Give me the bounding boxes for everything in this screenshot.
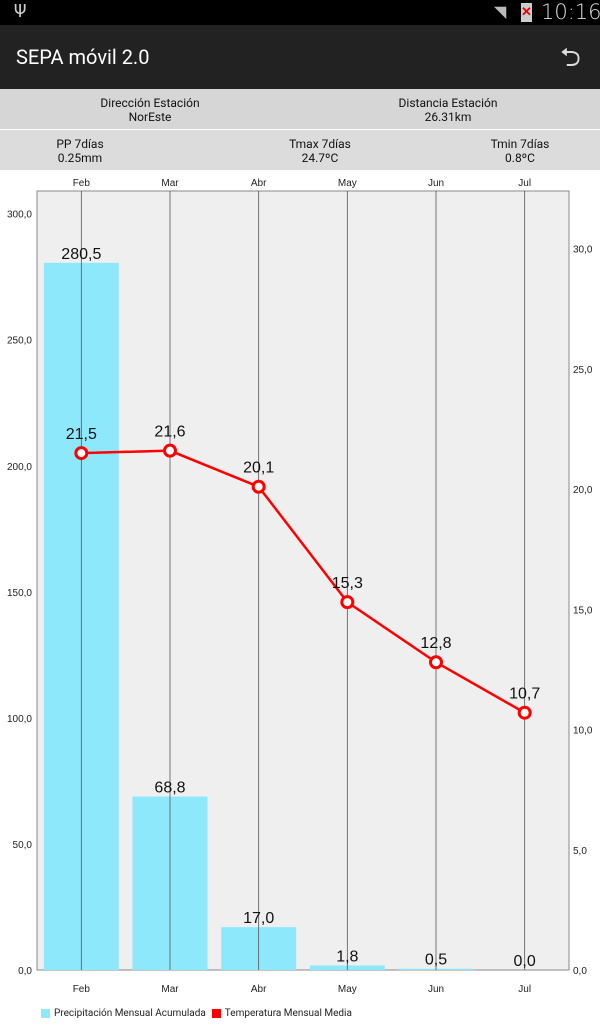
legend-swatch-temp	[211, 1009, 221, 1018]
direccion-value: NorEste	[128, 110, 172, 124]
x-tick-top-May: May	[338, 178, 357, 189]
temp-point-Feb	[74, 446, 89, 461]
left-tick: 150,0	[7, 588, 32, 599]
plot-area	[36, 190, 570, 971]
right-tick: 30,0	[573, 245, 593, 256]
left-tick: 100,0	[7, 714, 32, 725]
right-tick: 25,0	[573, 365, 593, 376]
temp-label-Abr: 20,1	[243, 460, 274, 477]
app-title: SEPA móvil 2.0	[16, 45, 150, 69]
right-tick: 0,0	[573, 966, 587, 977]
x-tick-top-Jun: Jun	[428, 178, 444, 189]
distancia-cell: Distancia Estación 26.31km	[348, 96, 548, 124]
bar-label-Jun: 0,5	[425, 952, 447, 969]
temperature-line	[81, 449, 526, 714]
temp-point-May	[340, 595, 355, 610]
legend: Precipitación Mensual Acumulada Temperat…	[41, 1008, 352, 1019]
temp-point-Jul	[517, 705, 532, 720]
right-tick: 10,0	[573, 726, 593, 737]
bar-label-May: 1,8	[336, 948, 358, 965]
usb-icon: Ψ	[14, 1, 27, 22]
station-info-row: Dirección Estación NorEste Distancia Est…	[0, 89, 600, 129]
bar-label-Jul: 0,0	[514, 953, 536, 970]
left-tick: 200,0	[7, 462, 32, 473]
right-tick: 20,0	[573, 485, 593, 496]
direccion-cell: Dirección Estación NorEste	[50, 96, 250, 124]
pp-value: 0.25mm	[57, 151, 103, 165]
weekly-info-row: PP 7días 0.25mm Tmax 7días 24.7ºC Tmin 7…	[0, 130, 600, 170]
tmin-label: Tmin 7días	[490, 137, 550, 151]
x-tick-top-Feb: Feb	[73, 178, 91, 189]
app-bar: SEPA móvil 2.0 ⮌	[0, 25, 600, 89]
x-tick-bottom-Abr: Abr	[251, 984, 267, 995]
left-tick: 300,0	[7, 210, 32, 221]
temp-point-Mar	[163, 443, 177, 458]
battery-alert-icon: ✕	[521, 3, 532, 22]
left-tick: 0,0	[18, 966, 32, 977]
x-tick-top-Mar: Mar	[161, 178, 179, 189]
temp-label-Jun: 12,8	[420, 635, 451, 652]
clock: 10:16	[541, 0, 600, 24]
x-tick-top-Abr: Abr	[251, 178, 267, 189]
right-tick: 15,0	[573, 605, 593, 616]
legend-label-precip: Precipitación Mensual Acumulada	[54, 1008, 206, 1019]
x-tick-bottom-Feb: Feb	[73, 984, 91, 995]
temp-point-Abr	[251, 479, 266, 494]
right-tick: 5,0	[573, 846, 587, 857]
pp-cell: PP 7días 0.25mm	[30, 137, 130, 165]
tmin-cell: Tmin 7días 0.8ºC	[470, 137, 570, 165]
tmax-label: Tmax 7días	[289, 137, 351, 151]
pp-label: PP 7días	[56, 137, 104, 151]
temp-point-Jun	[429, 655, 443, 670]
bar-label-Mar: 68,8	[154, 780, 185, 797]
tmax-cell: Tmax 7días 24.7ºC	[270, 137, 370, 165]
tmin-value: 0.8ºC	[505, 151, 535, 165]
bar-label-Abr: 17,0	[243, 910, 274, 927]
left-tick: 50,0	[13, 840, 33, 851]
left-tick: 250,0	[7, 336, 32, 347]
legend-label-temp: Temperatura Mensual Media	[224, 1008, 352, 1019]
tmax-value: 24.7ºC	[301, 151, 339, 165]
legend-swatch-precip	[41, 1009, 50, 1018]
distancia-label: Distancia Estación	[398, 96, 498, 110]
distancia-value: 26.31km	[424, 110, 472, 124]
wifi-icon: ◥	[494, 2, 507, 21]
chart: Feb Feb Mar Mar Abr Abr May May Jun Jun Jul Jul 280,…	[7, 178, 593, 995]
x-tick-top-Jul: Jul	[518, 178, 531, 189]
x-tick-bottom-Jun: Jun	[428, 984, 444, 995]
bar-label-Feb: 280,5	[61, 246, 101, 263]
temp-label-May: 15,3	[332, 575, 363, 592]
undo-icon[interactable]: ⮌	[560, 43, 581, 73]
x-tick-bottom-Jul: Jul	[518, 984, 531, 995]
status-bar: Ψ ◥ ✕ 10:16	[0, 0, 600, 25]
x-tick-bottom-May: May	[338, 984, 357, 995]
temp-label-Mar: 21,6	[154, 424, 185, 441]
x-tick-bottom-Mar: Mar	[161, 984, 179, 995]
temp-label-Jul: 10,7	[509, 686, 540, 703]
direccion-label: Dirección Estación	[100, 96, 200, 110]
temp-label-Feb: 21,5	[66, 426, 97, 443]
